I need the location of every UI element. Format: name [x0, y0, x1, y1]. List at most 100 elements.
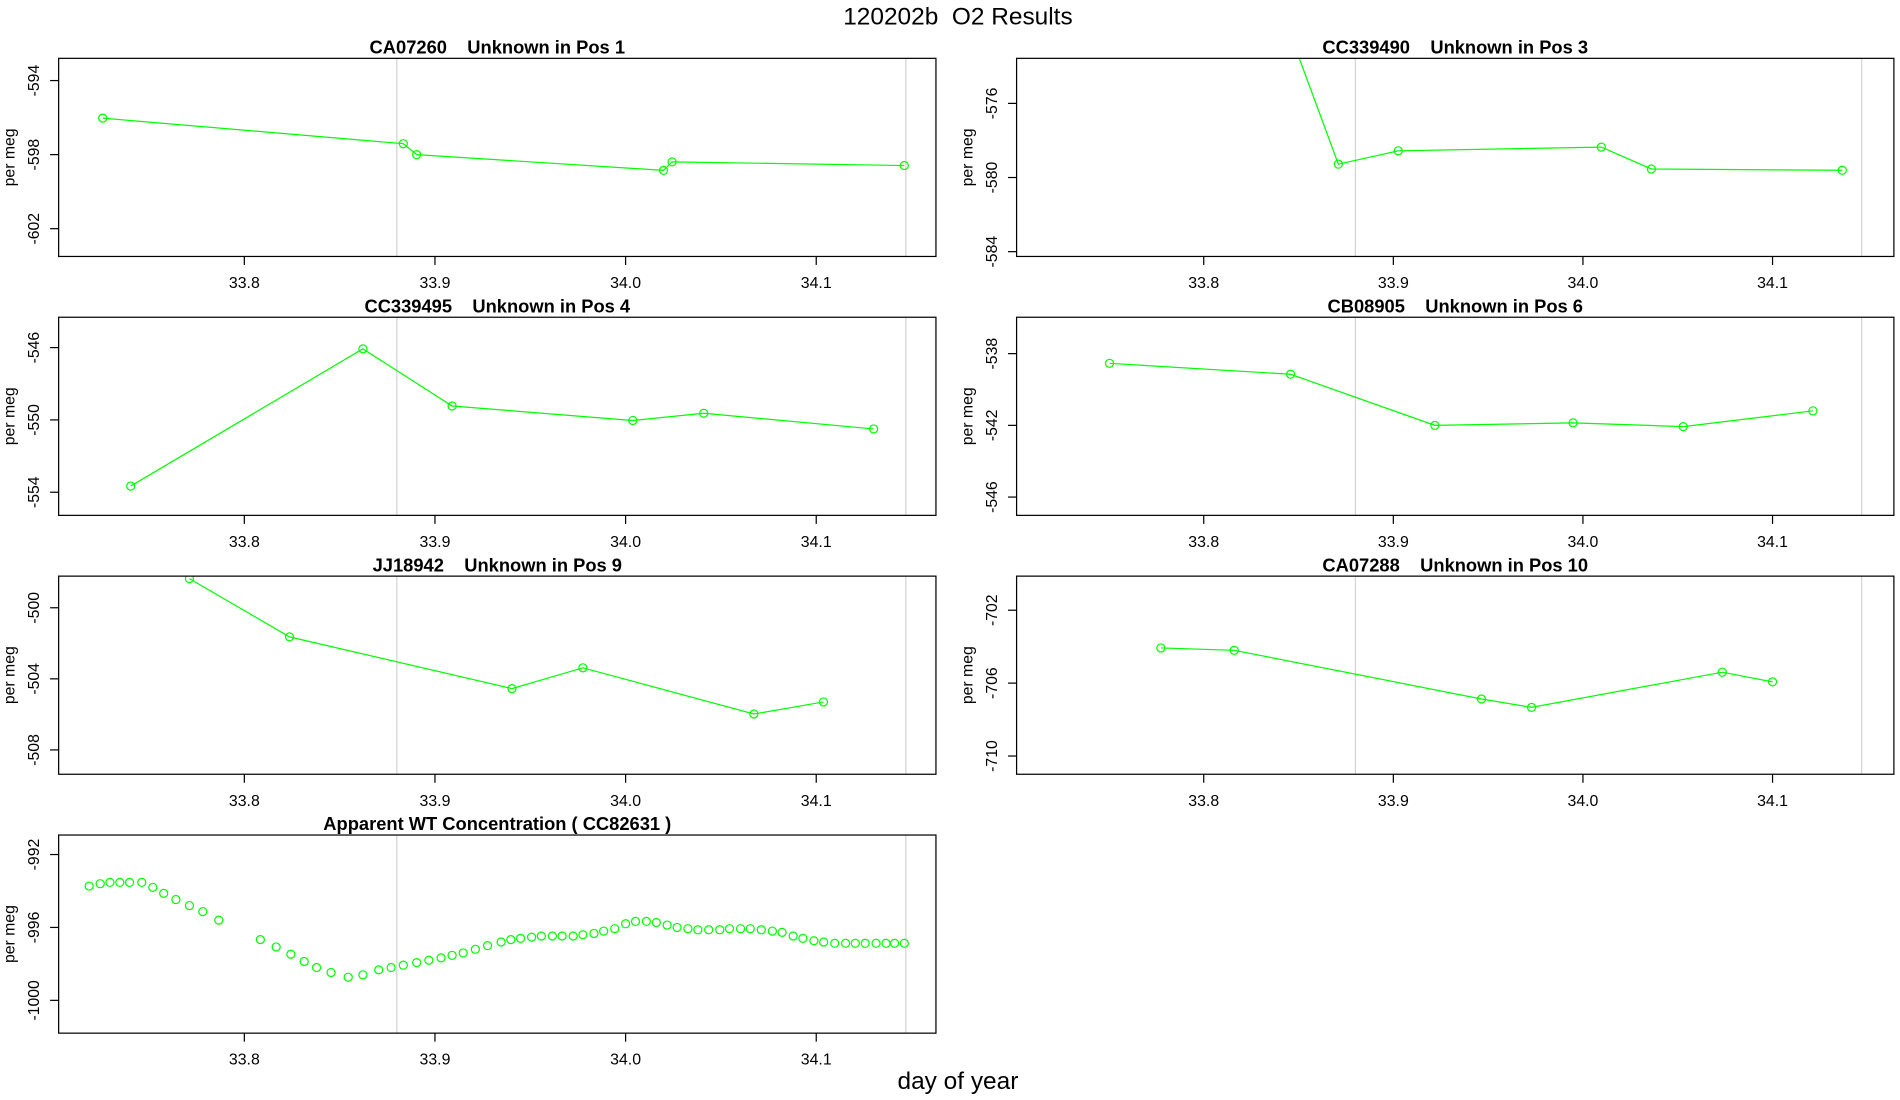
data-point	[284, 632, 295, 642]
data-point	[447, 401, 457, 411]
series-line	[1298, 58, 1843, 171]
plot-area	[1104, 358, 1818, 432]
data-point	[1808, 406, 1818, 416]
y-tick-label: -546	[26, 332, 43, 364]
data-point	[526, 932, 537, 942]
x-tick-label: 34.0	[610, 275, 641, 292]
x-tick-label: 34.1	[801, 275, 832, 292]
data-point	[1333, 159, 1343, 169]
data-point	[599, 926, 609, 936]
series-line	[189, 578, 824, 715]
x-tick-label: 33.9	[1378, 275, 1409, 292]
x-tick-label: 33.9	[1378, 793, 1409, 810]
data-point	[1430, 420, 1440, 430]
x-tick-label: 33.9	[1378, 534, 1409, 551]
x-tick-label: 34.0	[1567, 534, 1598, 551]
data-point	[1596, 142, 1606, 152]
data-point	[881, 938, 891, 948]
data-point	[496, 937, 506, 947]
data-point	[1837, 165, 1847, 175]
y-tick-label: -996	[26, 911, 43, 943]
data-point	[343, 972, 353, 982]
x-tick-label: 33.9	[420, 793, 451, 810]
data-point	[693, 925, 703, 935]
data-point	[299, 956, 309, 967]
data-point	[578, 930, 588, 940]
plot-frame	[58, 575, 937, 775]
data-point	[667, 157, 677, 167]
plot-frame	[58, 834, 937, 1034]
data-point	[506, 935, 516, 945]
data-point	[412, 957, 422, 968]
data-point	[255, 935, 265, 945]
y-tick-label: -598	[26, 139, 43, 171]
y-tick-label: -602	[26, 213, 43, 245]
y-tick-label: -550	[26, 404, 43, 436]
series-line	[1109, 362, 1814, 428]
x-tick-label: 33.8	[1188, 534, 1219, 551]
data-point	[889, 938, 900, 948]
panel: CA07288 Unknown in Pos 10 per meg 33.8 33.9…	[960, 554, 1895, 810]
data-point	[589, 928, 599, 939]
y-tick-label: -710	[984, 740, 1001, 772]
data-point	[745, 924, 755, 934]
panel: CB08905 Unknown in Pos 6 per meg 33.8 33.9 3…	[960, 295, 1895, 551]
data-point	[630, 916, 641, 927]
data-point	[458, 948, 468, 958]
y-axis-label: per meg	[2, 905, 19, 963]
data-point	[1229, 645, 1239, 655]
plot-frame	[58, 316, 937, 516]
plot-frame	[58, 57, 937, 258]
series-line	[1160, 647, 1773, 708]
data-point	[1285, 369, 1296, 379]
data-point	[610, 924, 620, 934]
data-point	[1156, 643, 1166, 653]
data-point	[683, 924, 693, 934]
data-point	[628, 415, 638, 426]
plot-area	[1285, 28, 1847, 175]
data-point	[767, 926, 778, 936]
y-tick-label: -992	[26, 839, 43, 871]
data-point	[115, 877, 125, 888]
data-point	[105, 877, 115, 888]
data-point	[386, 962, 396, 973]
data-point	[374, 965, 384, 975]
data-point	[568, 931, 578, 941]
x-tick-label: 33.8	[229, 793, 260, 810]
x-tick-label: 34.1	[1757, 275, 1788, 292]
y-tick-label: -594	[26, 65, 43, 97]
panel: Apparent WT Concentration ( CC82631 ) per…	[2, 813, 937, 1069]
y-axis-label: per meg	[2, 128, 19, 186]
data-point	[724, 924, 735, 934]
y-tick-label: -508	[26, 734, 43, 766]
panel: JJ18942 Unknown in Pos 9 per meg 33.8 33.9 3…	[2, 554, 937, 810]
y-tick-label: -702	[984, 594, 1001, 626]
data-point	[699, 408, 709, 418]
data-point	[515, 933, 526, 943]
data-point	[1285, 28, 1293, 36]
data-point	[1104, 358, 1115, 368]
data-point	[124, 877, 135, 888]
data-point	[899, 160, 909, 171]
x-tick-label: 34.0	[610, 1052, 641, 1069]
data-point	[1717, 667, 1727, 677]
data-point	[1393, 146, 1403, 156]
series-line	[102, 117, 905, 171]
figure-title: 120202b O2 Results	[843, 3, 1072, 30]
y-tick-label: -580	[984, 162, 1001, 194]
series-line	[130, 348, 874, 487]
data-point	[507, 683, 517, 694]
panel-title: CA07288 Unknown in Pos 10	[1322, 554, 1588, 575]
panel-title: CA07260 Unknown in Pos 1	[370, 37, 625, 58]
x-tick-label: 33.8	[229, 534, 260, 551]
y-tick-label: -584	[984, 236, 1001, 268]
panel-title: CC339490 Unknown in Pos 3	[1322, 37, 1588, 58]
data-point	[672, 922, 682, 933]
plot-area	[184, 576, 829, 719]
x-tick-label: 34.1	[801, 534, 832, 551]
data-point	[620, 919, 631, 929]
data-point	[184, 900, 195, 911]
panel-title: Apparent WT Concentration ( CC82631 )	[323, 813, 671, 834]
data-point	[470, 944, 481, 954]
